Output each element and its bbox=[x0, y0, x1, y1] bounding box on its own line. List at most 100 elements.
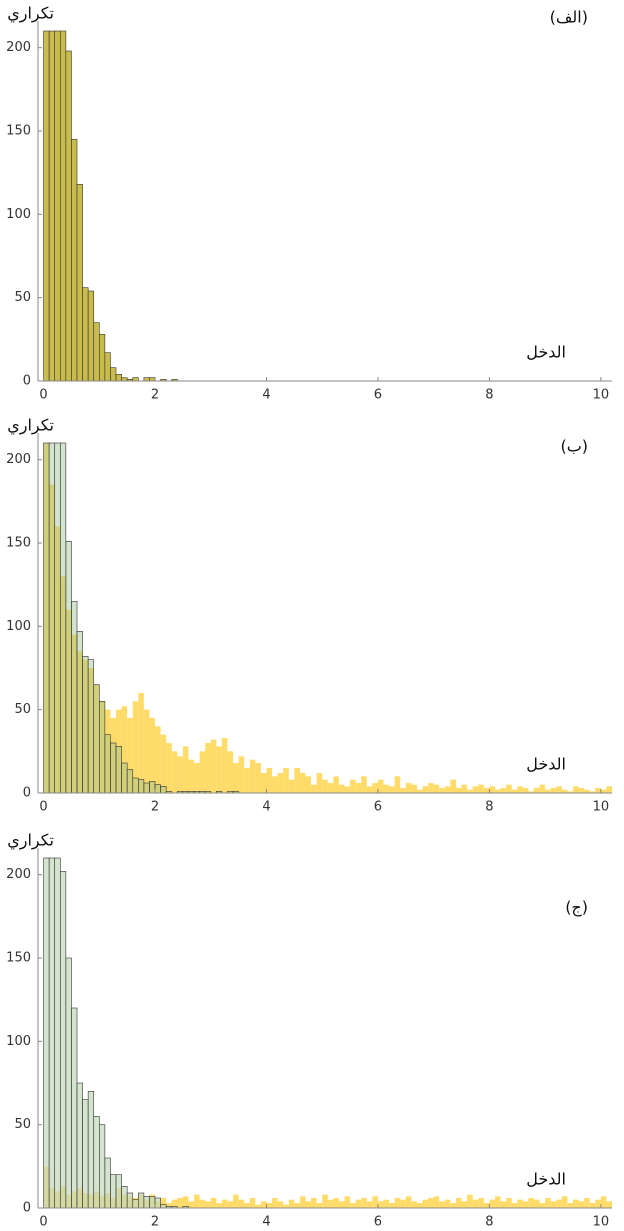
y-axis-label: تکراري bbox=[7, 4, 54, 24]
bar bbox=[65, 609, 72, 793]
bar bbox=[272, 1198, 278, 1208]
bar bbox=[316, 1203, 323, 1208]
bar bbox=[450, 1203, 456, 1208]
bar bbox=[48, 857, 56, 1209]
panel-title: (ب) bbox=[560, 437, 588, 456]
bar bbox=[311, 784, 317, 793]
bar bbox=[578, 1201, 585, 1208]
bar bbox=[539, 1203, 546, 1208]
bar bbox=[59, 30, 67, 382]
bar bbox=[428, 1198, 434, 1208]
bar bbox=[511, 789, 518, 793]
x-tick-label: 6 bbox=[374, 1215, 382, 1230]
bar bbox=[494, 1196, 501, 1208]
bar bbox=[528, 791, 534, 793]
bar bbox=[483, 788, 490, 793]
bar bbox=[93, 322, 100, 382]
bar bbox=[93, 1116, 100, 1209]
bar bbox=[154, 1197, 161, 1209]
bar bbox=[227, 751, 234, 793]
bar bbox=[149, 781, 156, 794]
bar bbox=[99, 701, 106, 794]
bar bbox=[166, 743, 172, 793]
bar bbox=[88, 668, 94, 793]
bar bbox=[48, 30, 56, 382]
bar bbox=[405, 1196, 412, 1208]
bar bbox=[522, 788, 529, 793]
bar bbox=[506, 784, 512, 793]
x-tick-label: 2 bbox=[151, 800, 159, 815]
bar bbox=[121, 706, 128, 793]
bar bbox=[260, 773, 267, 793]
bar bbox=[533, 788, 540, 793]
bar bbox=[416, 789, 423, 793]
bar bbox=[433, 1196, 440, 1208]
bar bbox=[104, 1157, 111, 1209]
panel-title: (ج) bbox=[565, 898, 588, 918]
bar bbox=[584, 1198, 590, 1208]
bar bbox=[338, 784, 345, 793]
bar bbox=[43, 30, 50, 382]
bar bbox=[194, 1194, 200, 1208]
bar bbox=[233, 763, 239, 793]
bar bbox=[160, 734, 167, 793]
bar bbox=[461, 784, 468, 793]
bar bbox=[194, 763, 200, 793]
bar bbox=[87, 1091, 95, 1209]
bar bbox=[199, 751, 206, 793]
bar bbox=[283, 1204, 289, 1208]
y-tick-label: 50 bbox=[14, 1117, 31, 1132]
panel-title: (الف) bbox=[550, 8, 588, 27]
bar bbox=[87, 290, 95, 382]
chart-a: 0 50 100 150 200 0 2 4 6 8 10 تکراري الدخل (الف) bbox=[6, 4, 612, 403]
bar bbox=[283, 768, 289, 793]
bar bbox=[138, 779, 145, 794]
bar bbox=[361, 1198, 367, 1208]
bar bbox=[59, 871, 67, 1209]
bar bbox=[110, 718, 117, 793]
bar bbox=[149, 1196, 156, 1209]
bar bbox=[489, 786, 495, 793]
bar bbox=[567, 1203, 573, 1208]
x-axis-label: الدخل bbox=[526, 755, 566, 774]
bar bbox=[433, 784, 440, 793]
y-tick-label: 150 bbox=[6, 124, 31, 139]
x-tick-label: 10 bbox=[593, 800, 610, 815]
bar bbox=[87, 659, 95, 794]
x-tick-label: 4 bbox=[262, 800, 270, 815]
bar bbox=[110, 367, 117, 382]
x-tick-label: 0 bbox=[39, 1215, 47, 1230]
bar bbox=[561, 789, 568, 793]
bar bbox=[600, 1196, 607, 1208]
chart-b: 0 50 100 150 200 0 2 4 6 8 10 تکراري الدخل (ب) bbox=[6, 416, 612, 815]
y-tick-label: 150 bbox=[6, 536, 31, 551]
bar bbox=[545, 1198, 551, 1208]
bar bbox=[54, 442, 61, 794]
bar bbox=[227, 1201, 234, 1208]
bar bbox=[115, 746, 122, 794]
x-tick-label: 10 bbox=[593, 1215, 610, 1230]
bar bbox=[77, 651, 83, 793]
bar bbox=[54, 30, 61, 382]
bar bbox=[233, 1194, 239, 1208]
bar bbox=[82, 656, 89, 794]
bar bbox=[322, 779, 328, 793]
y-axis-label: تکراري bbox=[7, 831, 54, 851]
bar bbox=[99, 701, 105, 793]
bar bbox=[506, 1198, 512, 1208]
x-tick-label: 4 bbox=[262, 388, 270, 403]
bar bbox=[394, 1198, 401, 1208]
bar bbox=[344, 1196, 351, 1208]
bar bbox=[500, 1201, 507, 1208]
bar bbox=[511, 1203, 518, 1208]
bar bbox=[578, 788, 585, 793]
bar bbox=[138, 693, 144, 793]
chart-c: 0 50 100 150 200 0 2 4 6 8 10 تکراري الدخل (ج) bbox=[6, 831, 612, 1230]
bar bbox=[377, 779, 384, 793]
bar bbox=[572, 786, 579, 793]
bar bbox=[467, 1194, 473, 1208]
bar bbox=[255, 1204, 261, 1208]
bar bbox=[188, 1201, 195, 1208]
bar bbox=[48, 442, 56, 794]
